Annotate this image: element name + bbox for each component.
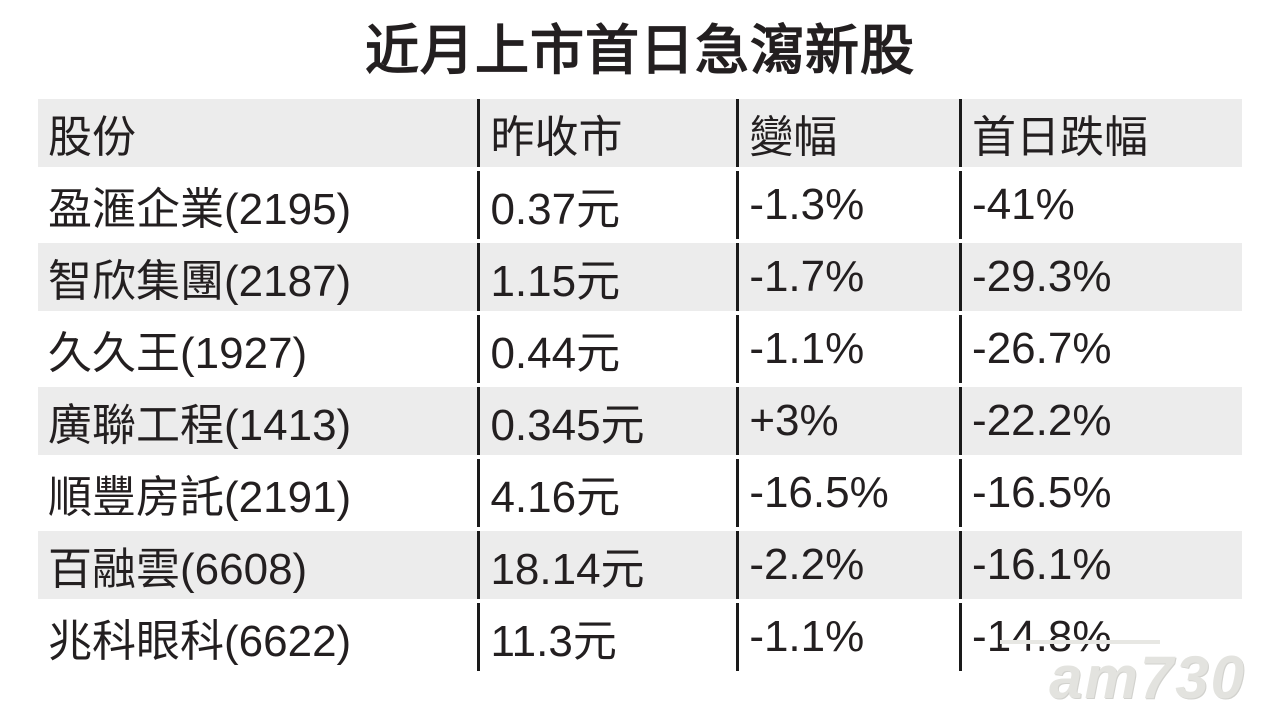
table-row: 順豐房託(2191) 4.16元 -16.5% -16.5%	[38, 459, 1242, 527]
cell-first-day-drop: -29.3%	[959, 243, 1242, 311]
cell-stock: 兆科眼科(6622)	[48, 617, 352, 666]
cell-stock: 廣聯工程(1413)	[48, 401, 352, 450]
cell-change: +3%	[736, 387, 959, 455]
cell-stock: 盈滙企業(2195)	[48, 185, 352, 234]
header-first-day-drop: 首日跌幅	[959, 99, 1242, 167]
new-listings-table: 股份 昨收市 變幅 首日跌幅 盈滙企業(2195) 0.37元 -1.3% -4…	[38, 95, 1242, 675]
cell-last-close: 0.44元	[477, 315, 736, 383]
cell-change: -1.1%	[736, 315, 959, 383]
header-stock: 股份	[48, 113, 136, 162]
cell-first-day-drop: -16.1%	[959, 531, 1242, 599]
cell-last-close: 18.14元	[477, 531, 736, 599]
cell-first-day-drop: -41%	[959, 171, 1242, 239]
table-row: 百融雲(6608) 18.14元 -2.2% -16.1%	[38, 531, 1242, 599]
cell-first-day-drop: -22.2%	[959, 387, 1242, 455]
am730-tagline-rule	[1000, 640, 1160, 644]
cell-change: -16.5%	[736, 459, 959, 527]
table-row: 兆科眼科(6622) 11.3元 -1.1% -14.8%	[38, 603, 1242, 671]
am730-watermark: am730	[1049, 644, 1246, 711]
cell-last-close: 0.345元	[477, 387, 736, 455]
cell-change: -2.2%	[736, 531, 959, 599]
page-title: 近月上市首日急瀉新股	[365, 21, 915, 81]
cell-stock: 智欣集團(2187)	[48, 257, 352, 306]
cell-change: -1.7%	[736, 243, 959, 311]
table-row: 智欣集團(2187) 1.15元 -1.7% -29.3%	[38, 243, 1242, 311]
table-row: 久久王(1927) 0.44元 -1.1% -26.7%	[38, 315, 1242, 383]
cell-first-day-drop: -26.7%	[959, 315, 1242, 383]
cell-first-day-drop: -16.5%	[959, 459, 1242, 527]
table-header-row: 股份 昨收市 變幅 首日跌幅	[38, 99, 1242, 167]
table-row: 盈滙企業(2195) 0.37元 -1.3% -41%	[38, 171, 1242, 239]
cell-change: -1.3%	[736, 171, 959, 239]
cell-last-close: 0.37元	[477, 171, 736, 239]
header-change: 變幅	[736, 99, 959, 167]
cell-last-close: 4.16元	[477, 459, 736, 527]
cell-stock: 順豐房託(2191)	[48, 473, 352, 522]
cell-last-close: 1.15元	[477, 243, 736, 311]
cell-stock: 久久王(1927)	[48, 329, 308, 378]
header-last-close: 昨收市	[477, 99, 736, 167]
cell-first-day-drop: -14.8%	[959, 603, 1242, 671]
cell-stock: 百融雲(6608)	[48, 545, 308, 594]
table-row: 廣聯工程(1413) 0.345元 +3% -22.2%	[38, 387, 1242, 455]
cell-change: -1.1%	[736, 603, 959, 671]
cell-last-close: 11.3元	[477, 603, 736, 671]
